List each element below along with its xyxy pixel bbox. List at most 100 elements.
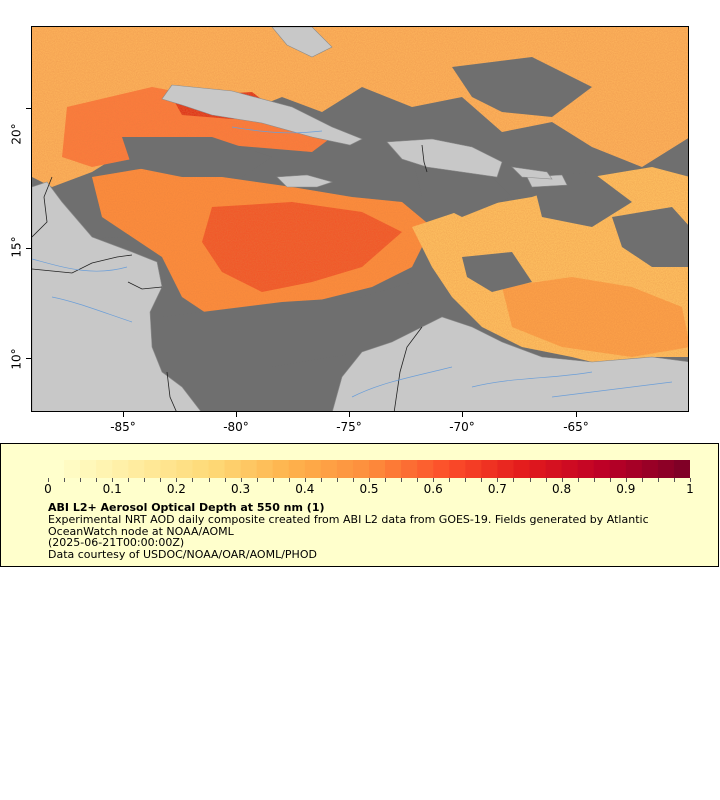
colorbar-step <box>401 460 418 478</box>
colorbar-step <box>385 460 402 478</box>
colorbar-step <box>529 460 547 478</box>
cuba-land <box>161 84 363 146</box>
colorbar-step <box>192 460 210 478</box>
y-tick-label: 10° <box>9 348 24 370</box>
colorbar-tickmark <box>417 478 419 482</box>
aod-patch-east-orange <box>502 277 688 357</box>
colorbar-tickmark <box>240 478 242 482</box>
colorbar-tick-label: 0.8 <box>552 482 572 496</box>
aod-patch-caribbean-hot <box>202 202 402 292</box>
colorbar-tickmark <box>433 478 435 482</box>
colorbar-step <box>96 460 113 478</box>
colorbar-step <box>48 460 65 478</box>
colorbar-step <box>417 460 434 478</box>
south-america-land <box>332 316 688 411</box>
legend-description: Experimental NRT AOD daily composite cre… <box>48 514 688 560</box>
colorbar-tickmark <box>64 478 66 482</box>
colorbar-tick-label: 1 <box>686 482 694 496</box>
colorbar-tickmark <box>385 478 387 482</box>
jamaica-land <box>276 174 334 188</box>
colorbar-step <box>513 460 531 478</box>
x-tick-label: -75° <box>336 420 362 434</box>
colorbar-step <box>593 460 611 478</box>
colorbar-step <box>609 460 627 478</box>
colorbar-tick-label: 0.4 <box>295 482 315 496</box>
country-borders <box>32 144 428 411</box>
colorbar-tick-label: 0.3 <box>231 482 251 496</box>
legend-panel: ABI L2+ Aerosol Optical Depth at 550 nm … <box>0 443 719 567</box>
y-tickmark <box>26 108 31 109</box>
colorbar-step <box>208 460 226 478</box>
colorbar-tickmark <box>465 478 467 482</box>
colorbar-tickmark <box>481 478 483 482</box>
colorbar-step <box>304 460 322 478</box>
x-tickmark <box>236 412 237 417</box>
colorbar-tickmark <box>657 478 659 482</box>
colorbar-tickmark <box>160 478 162 482</box>
colorbar-tickmark <box>593 478 595 482</box>
colorbar-step <box>128 460 145 478</box>
colorbar-step <box>240 460 258 478</box>
colorbar-tick-label: 0 <box>44 482 52 496</box>
colorbar-tickmark <box>449 478 451 482</box>
colorbar-tick-label: 0.2 <box>166 482 186 496</box>
colorbar-tickmark <box>513 478 515 482</box>
colorbar-tickmark <box>304 478 306 482</box>
colorbar-tickmark <box>625 478 627 482</box>
x-tick-label: -85° <box>110 420 136 434</box>
y-tick-label: 20° <box>9 123 24 145</box>
x-tickmark <box>576 412 577 417</box>
colorbar-step <box>465 460 482 478</box>
description-line: OceanWatch node at NOAA/AOML <box>48 524 234 538</box>
colorbar-tickmark <box>320 478 322 482</box>
colorbar-step <box>577 460 595 478</box>
colorbar-step <box>256 460 274 478</box>
colorbar-step <box>224 460 242 478</box>
colorbar-tickmark <box>144 478 146 482</box>
y-tick-label: 15° <box>9 236 24 258</box>
colorbar-step <box>320 460 338 478</box>
colorbar-step <box>673 460 690 478</box>
colorbar-tickmark <box>112 478 114 482</box>
colorbar-tick-label: 0.1 <box>102 482 122 496</box>
colorbar-tickmark <box>401 478 403 482</box>
colorbar-tickmark <box>256 478 258 482</box>
colorbar-tickmark <box>80 478 82 482</box>
colorbar-tick-label: 0.5 <box>359 482 379 496</box>
colorbar-step <box>144 460 161 478</box>
colorbar-tickmark <box>369 478 370 482</box>
colorbar-tickmark <box>529 478 531 482</box>
colorbar-step <box>176 460 194 478</box>
colorbar-tickmark <box>192 478 194 482</box>
colorbar-tick-label: 0.6 <box>423 482 443 496</box>
colorbar-step <box>561 460 579 478</box>
colorbar-tickmark <box>288 478 290 482</box>
colorbar-step <box>449 460 466 478</box>
central-america-land <box>32 181 201 411</box>
colorbar-tickmark <box>497 478 499 482</box>
colorbar-step <box>160 460 177 478</box>
colorbar-tickmark <box>641 478 643 482</box>
bahamas-land <box>271 27 333 58</box>
colorbar-tick-label: 0.9 <box>616 482 636 496</box>
colorbar-step <box>272 460 290 478</box>
colorbar-step <box>641 460 659 478</box>
aod-map <box>31 26 689 412</box>
colorbar-tickmark <box>48 478 49 482</box>
x-tickmark <box>462 412 463 417</box>
colorbar-tickmark <box>208 478 210 482</box>
colorbar-tickmark <box>224 478 226 482</box>
x-tick-label: -80° <box>223 420 249 434</box>
colorbar-tickmark <box>577 478 579 482</box>
map-canvas <box>32 27 688 411</box>
colorbar-step <box>433 460 450 478</box>
y-tickmark <box>26 358 31 359</box>
colorbar-tickmark <box>609 478 611 482</box>
land-layer <box>32 27 688 411</box>
colorbar-step <box>112 460 129 478</box>
colorbar-tickmark <box>272 478 274 482</box>
description-line: Data courtesy of USDOC/NOAA/OAR/AOML/PHO… <box>48 547 317 561</box>
river-lines <box>32 126 673 398</box>
colorbar-step <box>352 460 370 478</box>
colorbar-tickmark <box>690 478 691 482</box>
